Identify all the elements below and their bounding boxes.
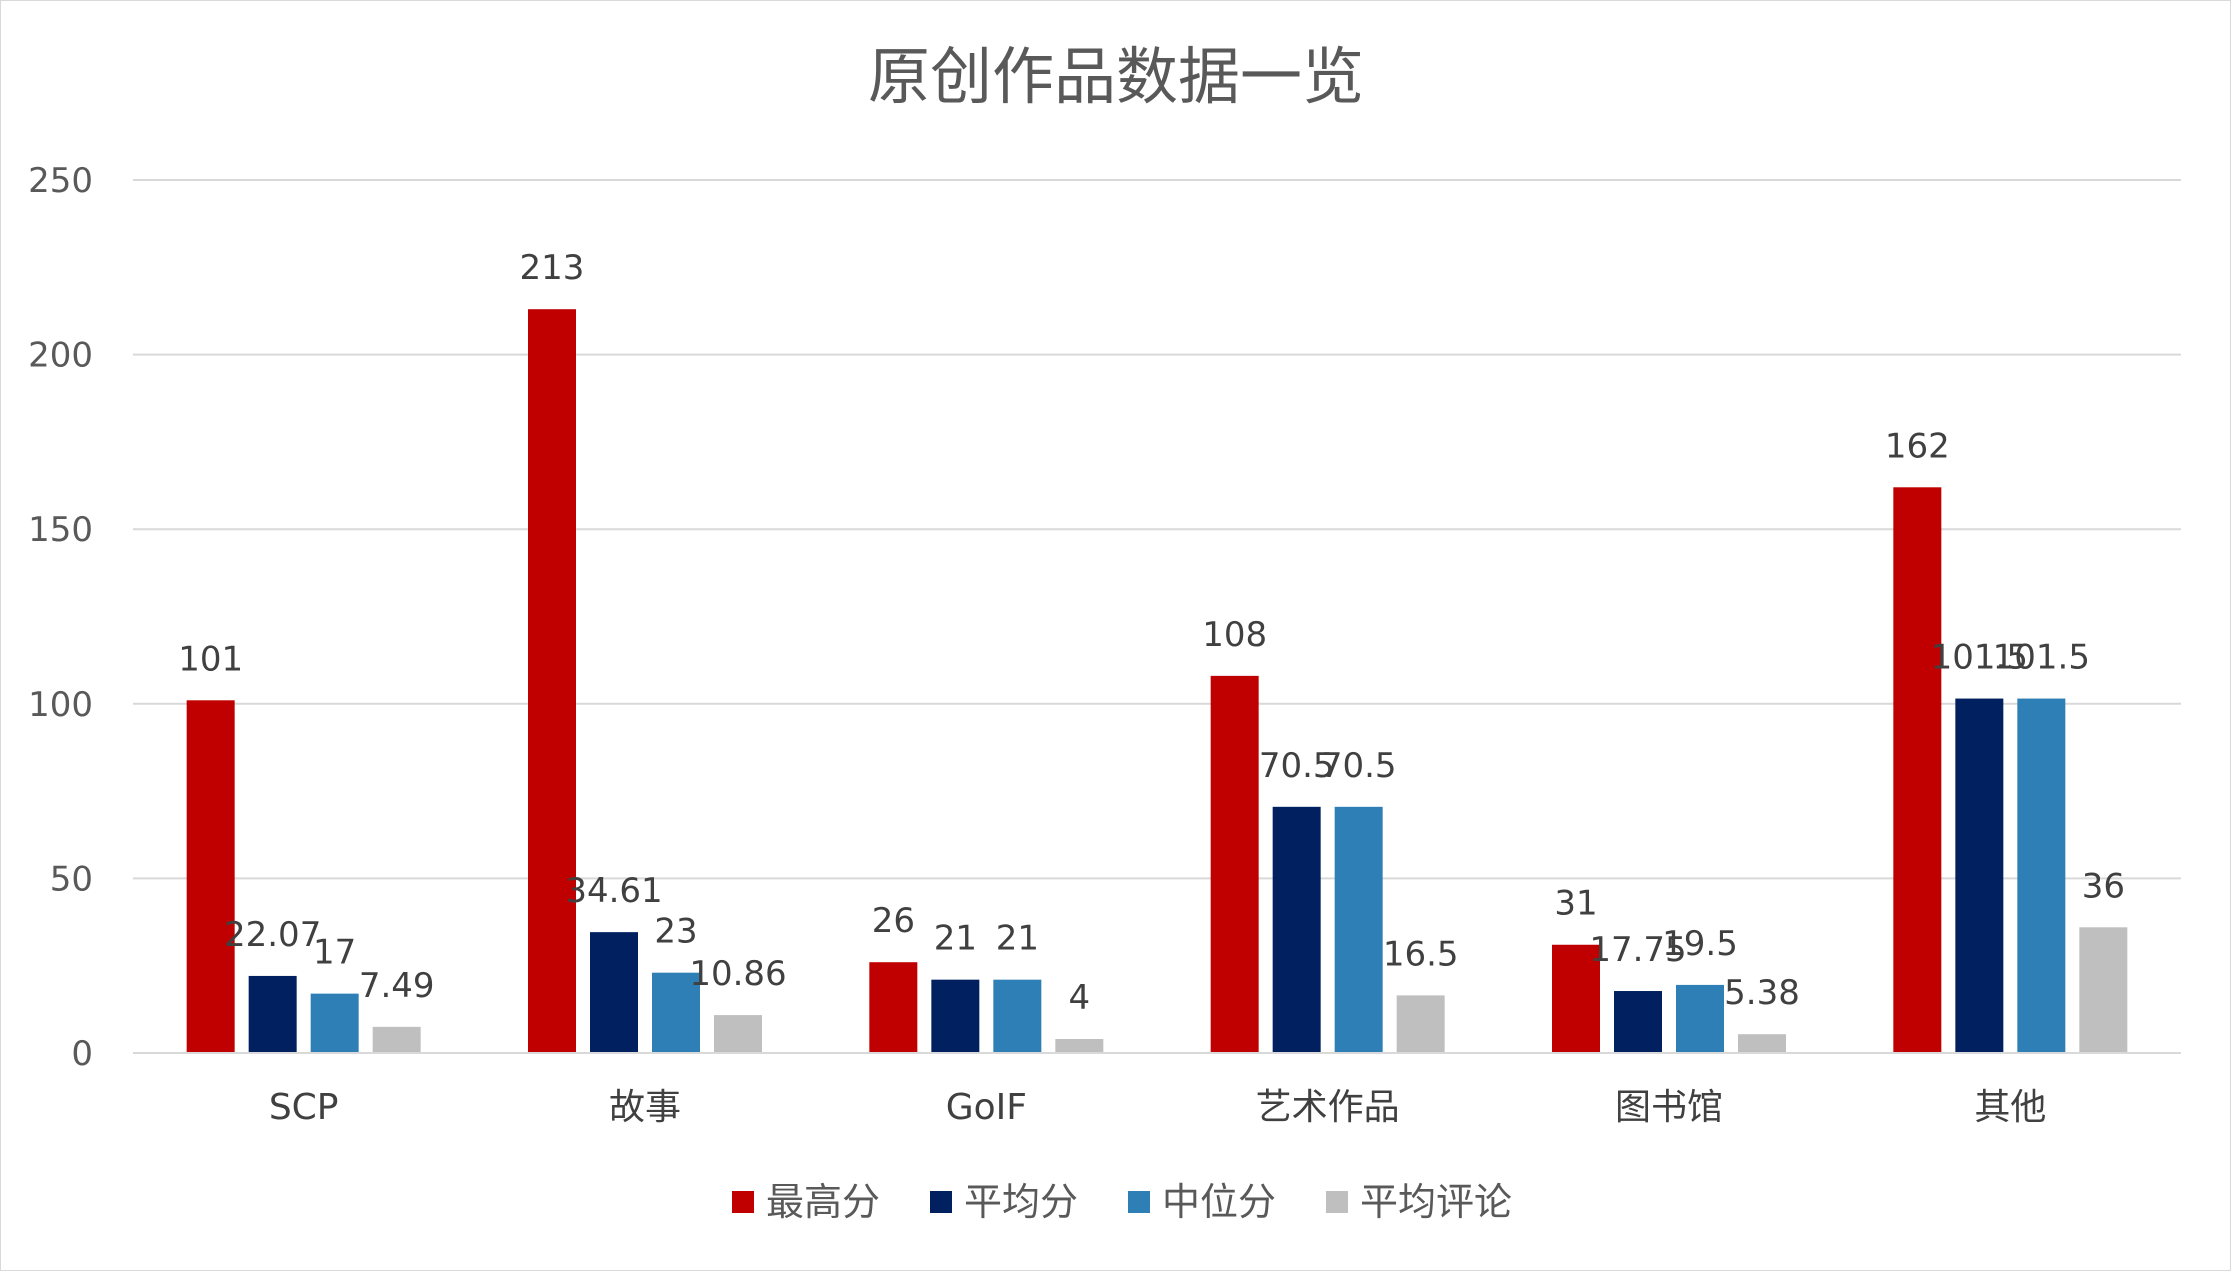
legend-item: 平均评论 [1326,1180,1512,1224]
bar [1955,698,2004,1053]
x-tick-label: GoIF [946,1087,1027,1128]
x-tick-label: 艺术作品 [1256,1087,1400,1128]
gridlines [133,179,2181,1054]
data-label: 22.07 [224,915,321,955]
data-label: 21 [996,919,1039,959]
bar [2017,698,2066,1053]
legend-swatch [1128,1191,1150,1213]
legend-label: 中位分 [1162,1180,1276,1224]
data-label: 101 [178,639,243,679]
y-tick-label: 250 [28,161,93,201]
data-label: 101.5 [1931,638,2028,678]
x-axis: SCP 故事 GoIF 艺术作品 图书馆 其他 [133,1052,2181,1128]
legend-swatch [1326,1191,1348,1213]
bar [248,975,297,1053]
legend-item: 平均分 [930,1180,1078,1224]
legend-item: 最高分 [732,1180,880,1224]
bar [1210,675,1259,1053]
data-label: 108 [1202,615,1267,655]
y-tick-label: 150 [28,510,93,550]
bar [1676,984,1724,1053]
data-label: 26 [872,901,915,941]
data-label: 36 [2082,866,2125,906]
bar [931,979,980,1053]
bar [714,1015,762,1053]
data-label: 101.5 [1993,638,2090,678]
bar [1334,806,1383,1053]
bar [1614,991,1662,1053]
data-label: 17 [313,933,356,973]
data-label: 162 [1885,426,1950,466]
data-label: 31 [1554,884,1597,924]
x-tick-label: 图书馆 [1615,1087,1723,1128]
legend-label: 最高分 [766,1180,880,1224]
legend: 最高分 平均分 中位分 平均评论 [732,1180,1512,1224]
bar [186,700,235,1053]
x-tick-label: 故事 [609,1087,681,1128]
legend-swatch [732,1191,754,1213]
data-label: 34.61 [565,871,662,911]
y-tick-label: 0 [71,1034,93,1074]
bar [652,972,700,1053]
data-label: 213 [520,248,585,288]
legend-swatch [930,1191,952,1213]
data-label: 10.86 [689,954,786,994]
bar [1272,806,1321,1053]
y-tick-label: 100 [28,685,93,725]
data-label: 70.5 [1259,746,1335,786]
bar [993,979,1042,1053]
chart-title: 原创作品数据一览 [868,40,1364,113]
data-label: 23 [654,912,697,952]
x-tick-label: 其他 [1974,1087,2046,1128]
data-label: 5.38 [1724,973,1800,1013]
bar [1738,1034,1786,1053]
bar [869,962,918,1053]
data-label: 19.5 [1662,924,1738,964]
bar [310,993,359,1053]
bar [590,932,638,1053]
data-label: 4 [1069,978,1091,1018]
bar [372,1026,421,1053]
data-label: 70.5 [1321,746,1397,786]
bar [1055,1039,1104,1053]
data-label: 16.5 [1383,934,1459,974]
bars [186,309,2128,1054]
bar [1552,944,1600,1053]
legend-item: 中位分 [1128,1180,1276,1224]
y-tick-label: 50 [50,859,93,899]
data-label: 7.49 [359,966,435,1006]
bar [1893,487,1942,1053]
data-label: 21 [934,919,977,959]
x-tick-label: SCP [269,1087,339,1128]
data-label: 17.75 [1589,930,1686,970]
y-axis: 0 50 100 150 200 250 [28,161,93,1074]
y-tick-label: 200 [28,336,93,376]
legend-label: 平均分 [964,1180,1078,1224]
bar [1396,995,1445,1053]
legend-label: 平均评论 [1360,1180,1512,1224]
bar [528,309,576,1054]
bar [2079,927,2128,1053]
